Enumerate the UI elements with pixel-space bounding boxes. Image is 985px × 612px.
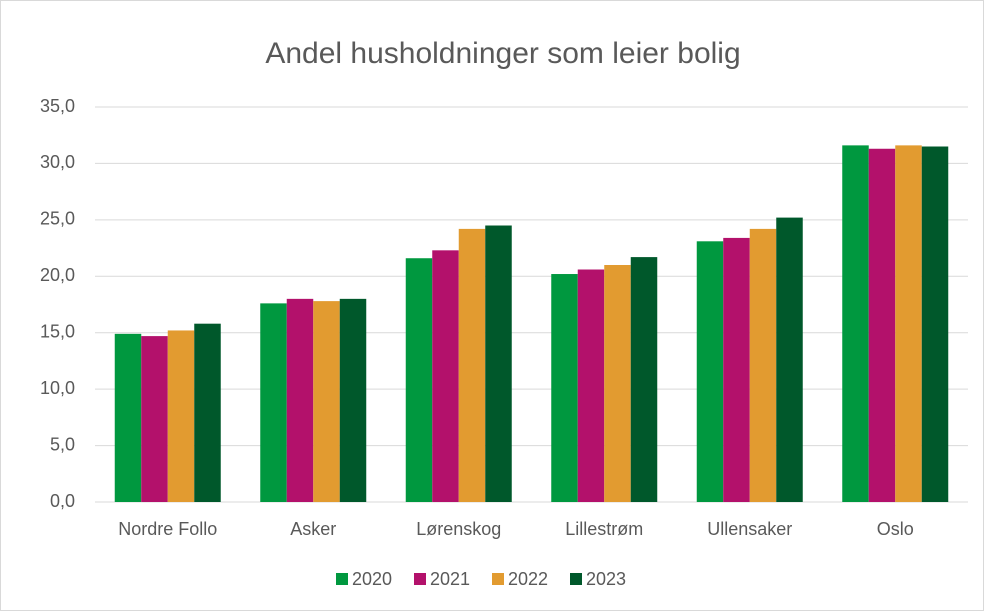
bar — [339, 298, 367, 502]
x-tick-label: Nordre Follo — [118, 519, 217, 539]
legend-label: 2023 — [586, 569, 626, 589]
x-tick-label: Lørenskog — [416, 519, 501, 539]
bar — [260, 303, 287, 502]
bar — [194, 323, 221, 502]
y-tick-label: 0,0 — [50, 491, 75, 511]
bar — [577, 269, 605, 502]
y-tick-label: 10,0 — [40, 378, 75, 398]
legend-label: 2022 — [508, 569, 548, 589]
legend-label: 2021 — [430, 569, 470, 589]
y-tick-label: 30,0 — [40, 152, 75, 172]
x-tick-label: Ullensaker — [707, 519, 792, 539]
legend-swatch — [492, 573, 504, 585]
bar — [313, 301, 340, 502]
bar — [749, 228, 777, 502]
bar — [696, 241, 724, 503]
bar — [868, 148, 896, 502]
bar — [723, 237, 750, 502]
bar — [167, 330, 195, 502]
bar — [551, 274, 578, 502]
bar — [432, 250, 459, 502]
y-tick-label: 20,0 — [40, 265, 75, 285]
x-tick-label: Lillestrøm — [565, 519, 643, 539]
chart-title: Andel husholdninger som leier bolig — [265, 37, 740, 70]
legend-label: 2020 — [352, 569, 392, 589]
bar — [604, 265, 631, 502]
legend-swatch — [414, 573, 426, 585]
bar — [895, 145, 922, 502]
bar — [921, 146, 949, 502]
bar — [842, 145, 869, 502]
y-tick-label: 5,0 — [50, 434, 75, 454]
x-tick-label: Oslo — [877, 519, 914, 539]
legend-swatch — [336, 573, 348, 585]
bar — [286, 298, 314, 502]
bar — [114, 333, 142, 502]
bar — [458, 228, 486, 502]
y-tick-label: 25,0 — [40, 209, 75, 229]
legend-swatch — [570, 573, 582, 585]
y-tick-label: 15,0 — [40, 321, 75, 341]
bar — [485, 225, 512, 502]
bar — [776, 217, 803, 502]
bar — [405, 258, 433, 502]
x-tick-label: Asker — [290, 519, 336, 539]
y-tick-label: 35,0 — [40, 96, 75, 116]
bar — [141, 336, 168, 502]
bar — [630, 257, 658, 502]
